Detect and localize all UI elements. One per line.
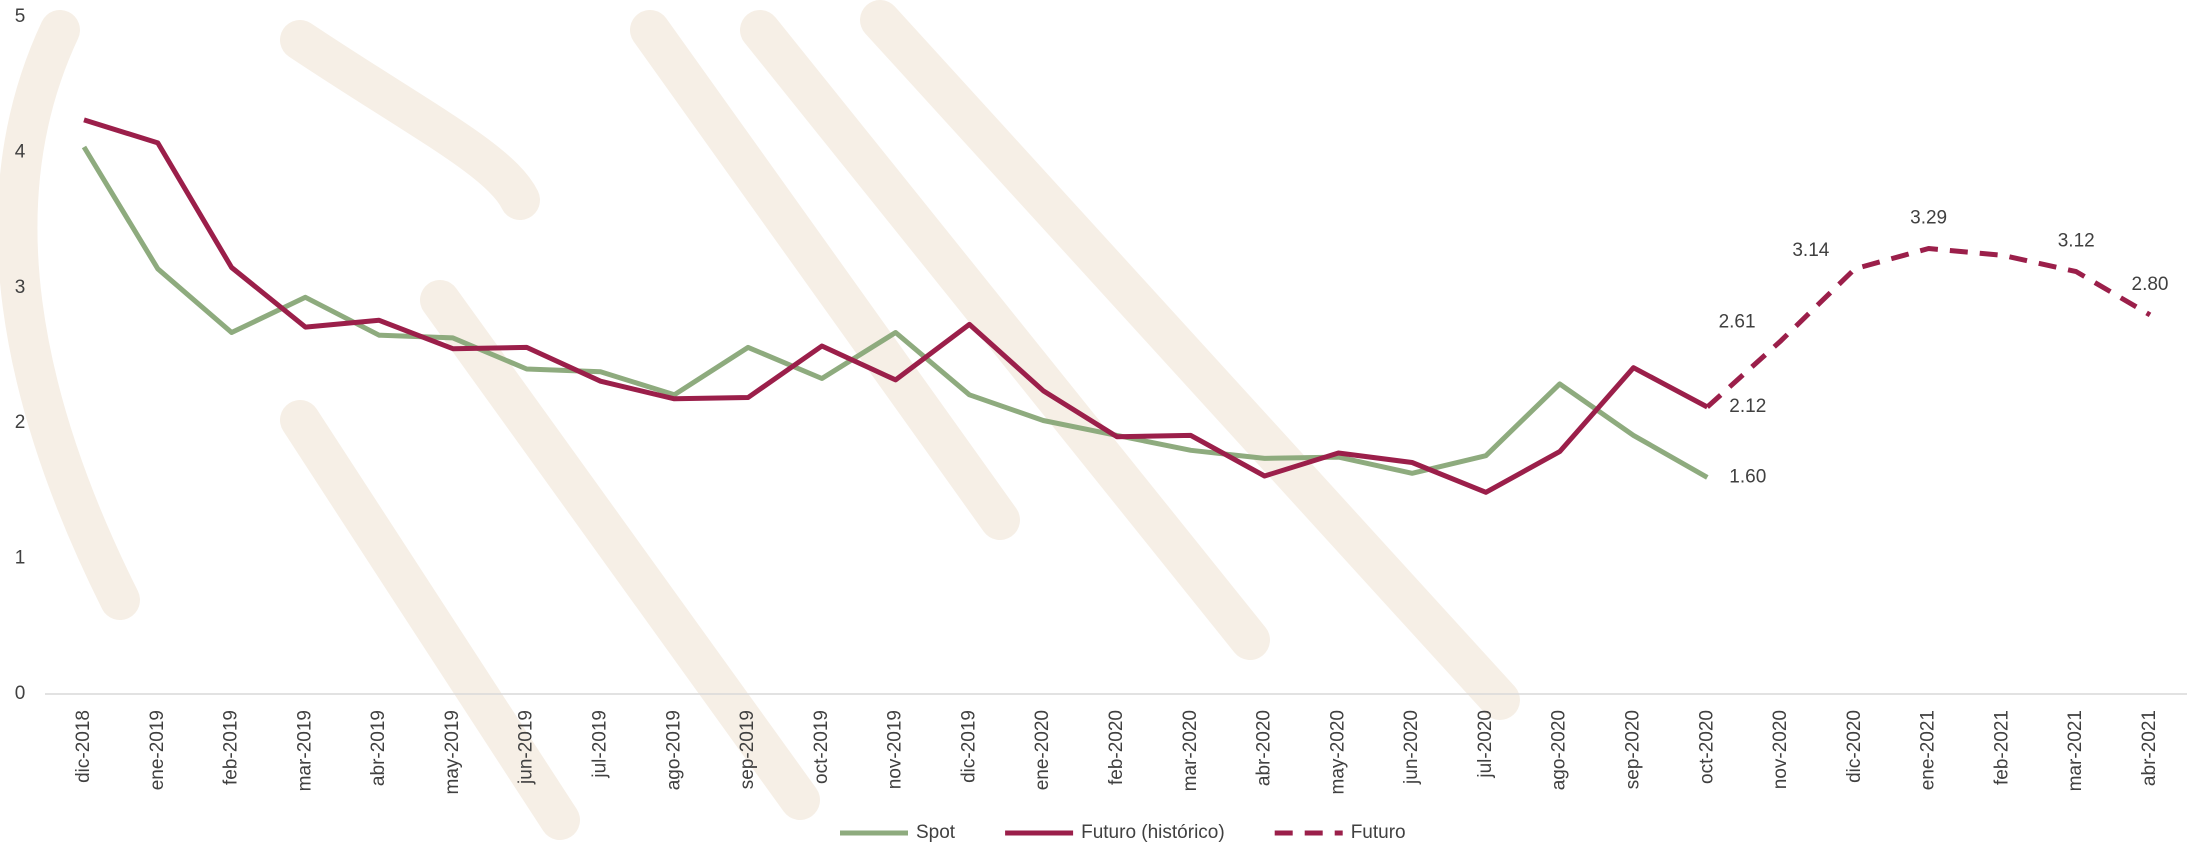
x-tick-label: feb-2021 xyxy=(1991,710,2012,785)
x-tick-label: mar-2020 xyxy=(1180,710,1201,791)
x-tick-label: may-2020 xyxy=(1327,710,1348,795)
watermark-stroke xyxy=(740,10,1270,660)
watermark-stroke xyxy=(630,10,1020,540)
y-tick-label: 2 xyxy=(15,412,26,433)
data-label: 2.12 xyxy=(1729,396,1766,417)
y-tick-label: 3 xyxy=(15,277,26,298)
legend-label: Futuro (histórico) xyxy=(1081,822,1225,843)
x-tick-label: abr-2021 xyxy=(2139,710,2160,786)
x-tick-label: ene-2020 xyxy=(1032,710,1053,790)
x-tick-label: feb-2020 xyxy=(1106,710,1127,785)
x-tick-label: ene-2021 xyxy=(1918,710,1939,790)
legend-label: Spot xyxy=(916,822,956,843)
x-tick-label: feb-2019 xyxy=(221,710,242,785)
data-label: 3.12 xyxy=(2058,231,2095,252)
legend-label: Futuro xyxy=(1351,822,1406,843)
y-tick-label: 1 xyxy=(15,548,26,569)
x-tick-label: jun-2019 xyxy=(516,710,537,785)
watermark-stroke xyxy=(280,20,540,220)
x-tick-label: may-2019 xyxy=(442,710,463,795)
x-tick-label: dic-2020 xyxy=(1844,710,1865,783)
x-tick-label: nov-2019 xyxy=(885,710,906,789)
x-tick-label: ene-2019 xyxy=(147,710,168,790)
data-label: 3.29 xyxy=(1910,208,1947,229)
x-tick-label: oct-2019 xyxy=(811,710,832,784)
x-tick-label: jul-2020 xyxy=(1475,710,1496,779)
y-tick-label: 0 xyxy=(15,683,26,704)
watermark-stroke xyxy=(0,10,140,620)
data-label: 3.14 xyxy=(1792,240,1829,261)
data-label: 2.80 xyxy=(2132,274,2169,295)
watermark-stroke xyxy=(860,0,1520,720)
series-line xyxy=(83,117,1709,495)
legend-item: Spot xyxy=(840,822,956,843)
x-tick-label: dic-2018 xyxy=(73,710,94,783)
legend-item: Futuro (histórico) xyxy=(1005,822,1225,843)
x-tick-label: mar-2021 xyxy=(2065,710,2086,791)
x-tick-label: sep-2019 xyxy=(737,710,758,789)
watermark-stroke xyxy=(280,400,580,840)
y-tick-label: 4 xyxy=(15,141,26,162)
x-tick-label: nov-2020 xyxy=(1770,710,1791,789)
x-tick-label: ago-2020 xyxy=(1549,710,1570,790)
x-tick-label: jun-2020 xyxy=(1401,710,1422,785)
x-tick-label: jul-2019 xyxy=(590,710,611,779)
y-tick-label: 5 xyxy=(15,6,26,27)
x-tick-label: dic-2019 xyxy=(958,710,979,783)
series-line xyxy=(1705,246,2152,409)
watermark xyxy=(0,0,1520,840)
data-label: 2.61 xyxy=(1719,312,1756,333)
x-tick-label: abr-2020 xyxy=(1254,710,1275,786)
data-label: 1.60 xyxy=(1729,466,1766,487)
legend-item: Futuro xyxy=(1274,822,1406,843)
x-tick-label: oct-2020 xyxy=(1696,710,1717,784)
x-tick-label: sep-2020 xyxy=(1623,710,1644,789)
watermark-stroke xyxy=(420,280,820,820)
x-tick-label: ago-2019 xyxy=(663,710,684,790)
x-tick-label: mar-2019 xyxy=(294,710,315,791)
x-tick-label: abr-2019 xyxy=(368,710,389,786)
